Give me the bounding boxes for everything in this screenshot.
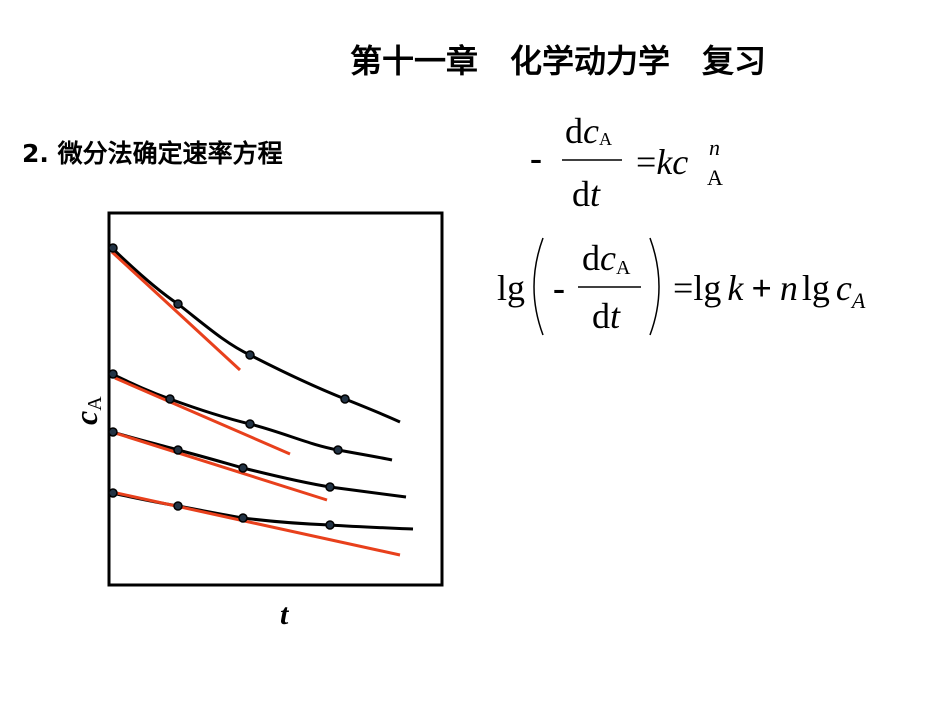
rhs: =lg k + n lg cA — [673, 268, 866, 313]
numerator: dcA — [582, 238, 631, 279]
point — [238, 463, 248, 473]
equation-2: lg - dcA dt =lg k + n lg cA — [497, 237, 866, 336]
point — [245, 419, 255, 429]
lg: lg — [802, 268, 830, 308]
d: d — [572, 174, 590, 214]
sub: A — [850, 288, 866, 313]
rhs: =kc — [636, 142, 688, 182]
sub: A — [707, 165, 723, 190]
point — [165, 394, 175, 404]
point — [325, 482, 335, 492]
c: c — [672, 142, 688, 182]
curves — [110, 246, 414, 531]
tangent — [110, 250, 242, 372]
t: t — [590, 174, 601, 214]
minus: - — [553, 268, 565, 308]
title: 第十一章 化学动力学 复习 — [350, 42, 766, 80]
point — [108, 488, 118, 498]
points — [108, 243, 350, 530]
d: d — [565, 111, 583, 151]
k: k — [727, 268, 744, 308]
lg: lg — [693, 268, 721, 308]
curve — [111, 372, 393, 462]
equation-1: - dcA dt =kc n A — [530, 111, 723, 214]
point — [108, 369, 118, 379]
point — [340, 394, 350, 404]
tangents — [110, 250, 401, 557]
point — [173, 501, 183, 511]
lg: lg — [497, 268, 525, 308]
sup: n — [709, 135, 720, 160]
point — [325, 520, 335, 530]
point — [108, 427, 118, 437]
d: d — [582, 238, 600, 278]
y-label: cA — [68, 396, 106, 425]
c: c — [68, 411, 104, 425]
c: c — [583, 111, 599, 151]
c: c — [836, 268, 852, 308]
diagram: cA t — [68, 211, 444, 631]
point — [173, 445, 183, 455]
plus: + — [751, 268, 772, 308]
point — [333, 445, 343, 455]
section-heading: 2. 微分法确定速率方程 — [22, 139, 283, 168]
t: t — [610, 296, 621, 336]
tangent — [111, 490, 401, 557]
right-paren — [649, 237, 660, 336]
minus: - — [530, 138, 542, 178]
sub: A — [599, 129, 612, 149]
point — [108, 243, 118, 253]
left-paren — [533, 237, 544, 336]
k: k — [656, 142, 673, 182]
sub: A — [84, 396, 106, 411]
x-label: t — [280, 598, 290, 631]
equals: = — [673, 268, 693, 308]
n: n — [780, 268, 798, 308]
frame — [107, 211, 444, 587]
denominator: dt — [572, 174, 601, 214]
d: d — [592, 296, 610, 336]
sub: A — [616, 257, 631, 279]
denominator: dt — [592, 296, 621, 336]
c: c — [600, 238, 616, 278]
tangent — [111, 430, 328, 502]
equals: = — [636, 142, 656, 182]
numerator: dcA — [565, 111, 612, 151]
point — [238, 513, 248, 523]
point — [245, 350, 255, 360]
point — [173, 299, 183, 309]
tangent — [114, 376, 291, 456]
